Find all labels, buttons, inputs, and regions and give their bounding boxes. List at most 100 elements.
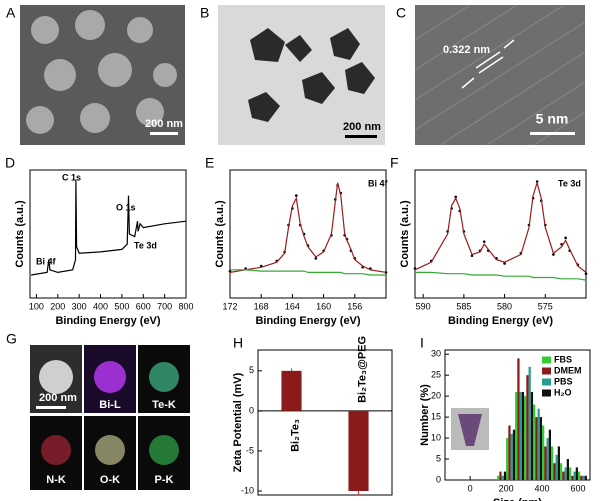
- panel-label: I: [420, 335, 424, 351]
- annotation: Bi 4f: [36, 256, 57, 266]
- histogram-bar: [557, 446, 560, 480]
- map-label: P-K: [155, 474, 174, 486]
- particle: [94, 361, 126, 393]
- panel-label: A: [6, 5, 16, 21]
- x-tick-label: 200: [499, 483, 514, 493]
- x-tick-label: 156: [347, 301, 362, 311]
- particle: [95, 435, 125, 465]
- histogram-bar: [584, 475, 587, 480]
- histogram-bar: [546, 438, 549, 480]
- x-tick-label: 400: [93, 301, 108, 311]
- x-tick-label: 100: [29, 301, 44, 311]
- vials: [458, 414, 482, 446]
- legend-label: DMEM: [554, 365, 582, 375]
- particle: [39, 360, 73, 394]
- histogram-bar: [510, 433, 513, 480]
- histogram-bar: [548, 429, 552, 480]
- x-tick-label: 800: [178, 301, 193, 311]
- histogram-bar: [539, 417, 543, 480]
- histogram-bar: [512, 429, 516, 480]
- histogram-bar: [564, 467, 567, 480]
- y-tick-label: 5: [436, 453, 441, 463]
- x-tick-label: 160: [316, 301, 331, 311]
- scale-text: 5 nm: [536, 111, 569, 127]
- data-point: [564, 236, 567, 240]
- x-tick-label: 600: [136, 301, 151, 311]
- y-tick-label: 20: [431, 391, 441, 401]
- particle: [149, 435, 179, 465]
- y-axis-title: Zeta Potential (mV): [232, 372, 244, 472]
- data-point: [314, 257, 318, 260]
- x-tick-label: 575: [538, 301, 553, 311]
- lattice-marker: [461, 39, 515, 89]
- y-tick-label: 30: [431, 349, 441, 359]
- particles: [248, 28, 375, 122]
- line: [415, 271, 587, 281]
- x-tick-label: 168: [254, 301, 269, 311]
- legend-label: FBS: [554, 354, 572, 364]
- x-axis-title: Size (nm): [493, 497, 542, 501]
- histogram-bar: [501, 475, 504, 480]
- panel-label: E: [205, 155, 214, 171]
- histogram-bar: [553, 463, 556, 480]
- y-tick-label: 5: [249, 365, 254, 375]
- x-tick-label: 0: [468, 483, 473, 493]
- panel-label: G: [6, 331, 17, 347]
- histogram-bar: [524, 396, 527, 480]
- y-tick-label: 10: [431, 432, 441, 442]
- y-tick-label: -10: [241, 485, 254, 495]
- y-axis-title: Counts (a.u.): [14, 200, 26, 268]
- map-label: O-K: [100, 474, 120, 486]
- particle: [41, 435, 71, 465]
- y-tick-label: 25: [431, 370, 441, 380]
- y-axis-title: Counts (a.u.): [399, 200, 411, 268]
- histogram-bar: [506, 438, 509, 480]
- panel-label: F: [390, 155, 399, 171]
- y-tick-label: 0: [436, 474, 441, 484]
- y-tick-label: 15: [431, 411, 441, 421]
- histogram-bar: [571, 475, 574, 480]
- legend-swatch: [542, 356, 551, 364]
- data-point: [454, 195, 458, 199]
- histogram-bar: [519, 391, 522, 480]
- data-point: [584, 272, 588, 275]
- histogram-bar: [503, 471, 507, 480]
- x-axis-title: Binding Energy (eV): [448, 315, 553, 327]
- histogram-bar: [544, 446, 547, 480]
- particle: [149, 362, 179, 392]
- bar: [348, 410, 369, 491]
- histogram-bar: [575, 467, 578, 480]
- histogram-bar: [517, 358, 520, 480]
- line: [229, 182, 387, 273]
- scale-bar: [36, 406, 66, 409]
- y-axis-title: Number (%): [419, 384, 431, 446]
- x-tick-label: 300: [72, 301, 87, 311]
- data-point: [470, 254, 474, 258]
- line: [230, 269, 386, 276]
- annotation: Bi 4f: [368, 178, 389, 188]
- annotation: O 1s: [116, 202, 136, 212]
- histogram-bar: [528, 366, 531, 480]
- category-label: Bi₂Te₃: [289, 419, 301, 452]
- x-tick-label: 500: [114, 301, 129, 311]
- bar: [281, 370, 302, 411]
- scale-bar: [150, 132, 178, 135]
- histogram-bar: [535, 417, 538, 480]
- legend-label: PBS: [554, 376, 573, 386]
- histogram-bar: [580, 475, 583, 480]
- x-tick-label: 164: [285, 301, 300, 311]
- data-point: [482, 240, 486, 243]
- scale-text: 200 nm: [145, 118, 183, 130]
- scale-bar: [530, 132, 575, 135]
- map-label: Te-K: [152, 399, 176, 411]
- annotation: Te 3d: [558, 178, 581, 188]
- histogram-bar: [562, 471, 565, 480]
- x-tick-label: 590: [416, 301, 431, 311]
- data-point: [503, 262, 506, 265]
- y-tick-label: -5: [246, 445, 254, 455]
- annotation: C 1s: [62, 172, 81, 182]
- histogram-bar: [537, 408, 540, 480]
- histogram-bar: [577, 471, 581, 480]
- x-tick-label: 400: [535, 483, 550, 493]
